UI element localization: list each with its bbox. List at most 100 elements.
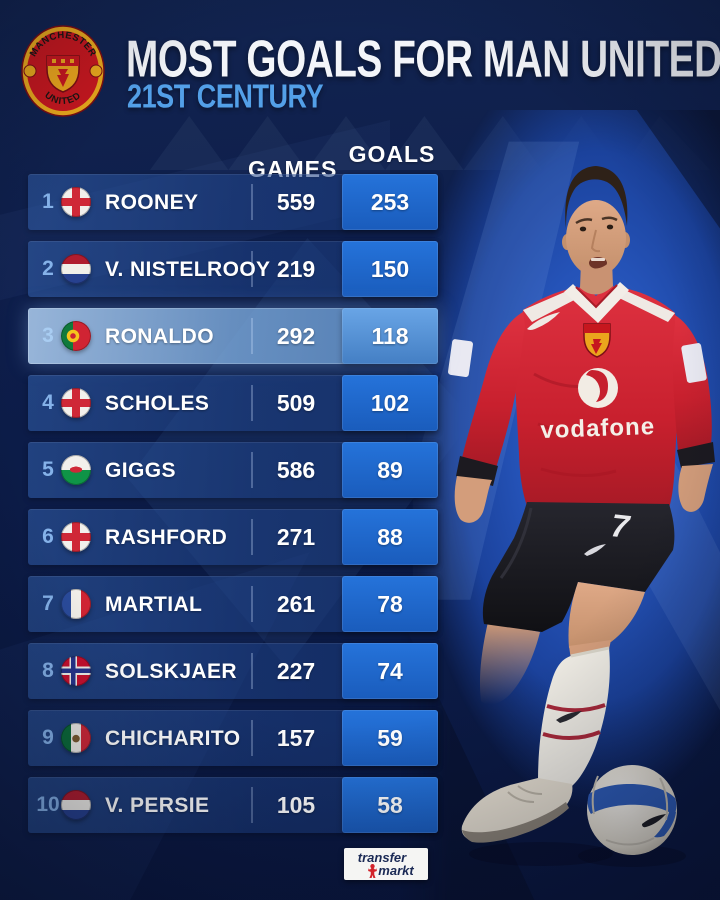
flag-netherlands-icon <box>61 790 91 820</box>
player-name: V. PERSIE <box>105 794 210 817</box>
column-header-goals: GOALS <box>348 141 436 167</box>
table-row: 1 ROONEY 559 253 <box>28 174 438 230</box>
rank-number: 3 <box>42 324 54 347</box>
column-divider <box>251 720 253 756</box>
page-title: MOST GOALS FOR MAN UNITED <box>126 31 720 89</box>
player-name: RASHFORD <box>105 526 228 549</box>
rank-number: 10 <box>36 793 60 816</box>
player-name: SOLSKJAER <box>105 660 237 683</box>
flag-france-icon <box>61 589 91 619</box>
rank-number: 7 <box>42 592 54 615</box>
goals-cell: 58 <box>342 777 438 833</box>
transfermarkt-devil-icon <box>368 863 378 878</box>
games-value: 292 <box>276 323 316 349</box>
soccer-ball <box>587 765 677 855</box>
goals-cell: 74 <box>342 643 438 699</box>
goals-value: 58 <box>377 791 403 818</box>
games-value: 219 <box>276 256 316 282</box>
table-row: 9 CHICHARITO 157 59 <box>28 710 438 766</box>
svg-text:UNITED: UNITED <box>42 90 83 107</box>
flag-norway-icon <box>61 656 91 686</box>
column-divider <box>251 385 253 421</box>
flag-england-icon <box>61 388 91 418</box>
column-divider <box>251 519 253 555</box>
flag-wales-icon <box>61 455 91 485</box>
brand-text-markt: markt <box>378 863 414 878</box>
page-subtitle: 21ST CENTURY <box>127 79 324 116</box>
table-row: 6 RASHFORD 271 88 <box>28 509 438 565</box>
header: MANCHESTER UNITED MOST GOALS FOR MAN UNI… <box>0 0 720 130</box>
column-divider <box>251 653 253 689</box>
player-photo: vodafone 7 <box>400 110 720 900</box>
transfermarkt-logo: transfer markt <box>344 848 428 880</box>
column-divider <box>251 787 253 823</box>
rank-number: 6 <box>42 525 54 548</box>
player-name: GIGGS <box>105 459 176 482</box>
nike-swoosh-ball <box>642 814 666 828</box>
player-name: CHICHARITO <box>105 727 241 750</box>
sleeve-patch <box>681 343 707 383</box>
flag-mexico-icon <box>61 723 91 753</box>
goals-cell: 118 <box>342 308 438 364</box>
brand-text-bottom: markt <box>348 863 424 878</box>
goals-value: 74 <box>377 657 403 684</box>
nike-swoosh-shorts <box>584 544 606 556</box>
player-name: SCHOLES <box>105 392 210 415</box>
goals-cell: 89 <box>342 442 438 498</box>
games-value: 261 <box>276 591 316 617</box>
sponsor-logo <box>578 368 618 408</box>
table-row: 7 MARTIAL 261 78 <box>28 576 438 632</box>
ronaldo-illustration: vodafone 7 <box>447 166 715 867</box>
table-row: 5 GIGGS 586 89 <box>28 442 438 498</box>
goals-cell: 150 <box>342 241 438 297</box>
games-value: 509 <box>276 390 316 416</box>
flag-netherlands-icon <box>61 254 91 284</box>
table-row: 8 SOLSKJAER 227 74 <box>28 643 438 699</box>
column-divider <box>251 251 253 287</box>
games-value: 227 <box>276 658 316 684</box>
table-row: 3 RONALDO 292 118 <box>28 308 438 364</box>
games-value: 157 <box>276 725 316 751</box>
goals-value: 118 <box>371 322 409 349</box>
rank-number: 2 <box>42 257 54 280</box>
goals-cell: 59 <box>342 710 438 766</box>
games-value: 559 <box>276 189 316 215</box>
flag-england-icon <box>61 187 91 217</box>
rank-number: 4 <box>42 391 54 414</box>
sleeve-patch <box>447 339 474 377</box>
goals-value: 78 <box>377 590 403 617</box>
rank-number: 1 <box>42 190 54 213</box>
rank-number: 5 <box>42 458 54 481</box>
club-crest-on-shirt <box>583 323 611 358</box>
brand-text-top: transfer <box>357 849 407 865</box>
games-value: 105 <box>276 792 316 818</box>
sponsor-text: vodafone <box>540 413 656 444</box>
games-value: 586 <box>276 457 316 483</box>
manchester-united-crest: MANCHESTER UNITED <box>21 25 105 117</box>
goals-value: 102 <box>370 389 410 416</box>
flag-portugal-icon <box>61 321 91 351</box>
goals-value: 150 <box>370 255 410 282</box>
player-name: RONALDO <box>105 325 214 348</box>
goals-value: 253 <box>370 188 410 215</box>
table-row: 4 SCHOLES 509 102 <box>28 375 438 431</box>
nike-swoosh <box>527 312 560 330</box>
column-divider <box>251 586 253 622</box>
shorts-number: 7 <box>609 507 633 545</box>
player-name: MARTIAL <box>105 593 203 616</box>
table-row: 2 V. NISTELROOY 219 150 <box>28 241 438 297</box>
goals-cell: 102 <box>342 375 438 431</box>
table-row: 10 V. PERSIE 105 58 <box>28 777 438 833</box>
ranking-table: 1 ROONEY 559 253 2 V. NISTELROOY 219 150… <box>28 174 438 844</box>
goals-value: 88 <box>377 523 403 550</box>
player-name: ROONEY <box>105 191 199 214</box>
games-value: 271 <box>276 524 316 550</box>
rank-number: 8 <box>42 659 54 682</box>
column-divider <box>251 452 253 488</box>
goals-value: 89 <box>377 456 403 483</box>
goals-cell: 78 <box>342 576 438 632</box>
goals-cell: 253 <box>342 174 438 230</box>
column-divider <box>251 318 253 354</box>
goals-cell: 88 <box>342 509 438 565</box>
